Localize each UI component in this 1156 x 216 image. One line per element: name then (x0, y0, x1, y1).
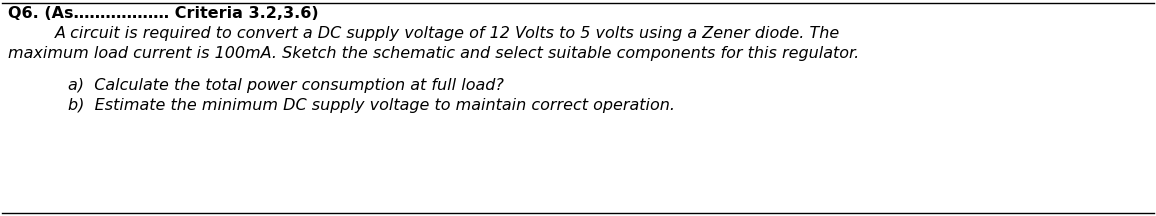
Text: A circuit is required to convert a DC supply voltage of 12 Volts to 5 volts usin: A circuit is required to convert a DC su… (55, 26, 840, 41)
Text: maximum load current is 100mA. Sketch the schematic and select suitable componen: maximum load current is 100mA. Sketch th… (8, 46, 859, 61)
Text: Q6. (As‥‥‥‥‥‥‥‥‥ Criteria 3.2,3.6): Q6. (As‥‥‥‥‥‥‥‥‥ Criteria 3.2,3.6) (8, 6, 319, 21)
Text: a)  Calculate the total power consumption at full load?: a) Calculate the total power consumption… (68, 78, 504, 93)
Text: b)  Estimate the minimum DC supply voltage to maintain correct operation.: b) Estimate the minimum DC supply voltag… (68, 98, 675, 113)
